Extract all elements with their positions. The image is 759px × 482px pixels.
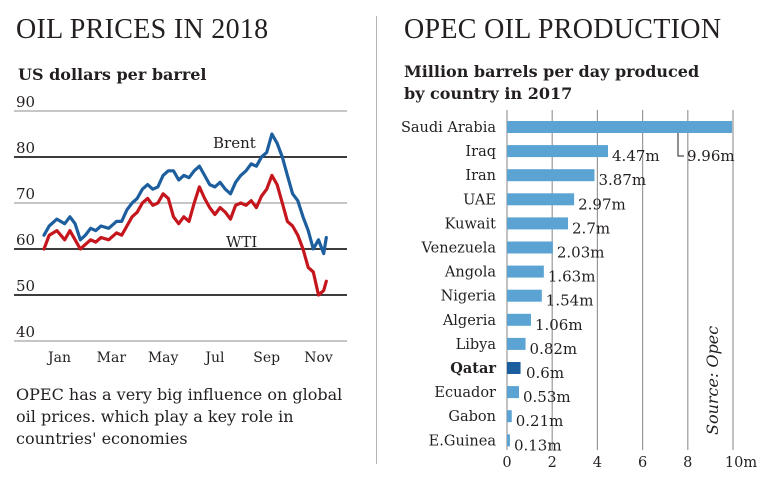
right-chart-title: OPEC OIL PRODUCTION <box>404 14 722 45</box>
data-label-iran: 3.87m <box>598 171 646 189</box>
oil-price-line-chart: 90 80 70 60 50 40 Jan Mar May Jul Sep Nov Brent WTI <box>14 93 347 366</box>
data-label-kuwait: 2.7m <box>572 219 610 237</box>
series-label-wti: WTI <box>226 233 257 251</box>
x-tick-label-0: 0 <box>502 455 511 471</box>
x-tick-label-8: 8 <box>683 455 692 471</box>
x-tick-label-may: May <box>148 350 179 366</box>
bar-gabon <box>507 410 512 423</box>
series-line-wti <box>42 173 328 297</box>
category-label-algeria: Algeria <box>442 313 497 329</box>
data-label-libya: 0.82m <box>530 340 578 358</box>
category-label-angola: Angola <box>444 265 496 281</box>
data-label-iraq: 4.47m <box>612 147 660 165</box>
y-tick-label-60: 60 <box>16 231 35 249</box>
category-label-uae: UAE <box>463 192 496 208</box>
category-label-kuwait: Kuwait <box>445 216 497 232</box>
data-label-algeria: 1.06m <box>535 316 583 334</box>
data-label-saudi-arabia: 9.96m <box>687 147 735 165</box>
category-label-qatar: Qatar <box>450 360 496 377</box>
bar-saudi-arabia <box>507 121 733 133</box>
y-tick-label-90: 90 <box>16 93 35 111</box>
category-label-ecuador: Ecuador <box>434 385 496 401</box>
source-note: Source: Opec <box>703 326 722 435</box>
category-label-iraq: Iraq <box>465 144 496 160</box>
left-chart-title: OIL PRICES IN 2018 <box>16 14 269 45</box>
bar-iran <box>507 169 595 182</box>
data-label-uae: 2.97m <box>578 195 626 213</box>
category-label-venezuela: Venezuela <box>421 241 497 257</box>
y-tick-label-70: 70 <box>16 185 35 203</box>
data-label-gabon: 0.21m <box>516 412 564 430</box>
x-tick-label-6: 6 <box>638 455 647 471</box>
series-label-brent: Brent <box>213 134 256 152</box>
data-label-leader-saudi-arabia <box>677 133 684 157</box>
bar-e-guinea <box>507 434 510 447</box>
data-label-qatar: 0.6m <box>526 364 564 382</box>
bar-kuwait <box>507 217 569 230</box>
bar-venezuela <box>507 241 553 254</box>
x-tick-label-jul: Jul <box>203 350 225 366</box>
data-label-angola: 1.63m <box>548 268 596 286</box>
bar-uae <box>507 193 575 206</box>
data-label-nigeria: 1.54m <box>546 292 594 310</box>
category-label-gabon: Gabon <box>448 409 496 425</box>
y-tick-label-80: 80 <box>16 139 35 157</box>
left-chart-subtitle: US dollars per barrel <box>18 65 207 84</box>
y-tick-label-50: 50 <box>16 277 35 295</box>
opec-production-bar-chart: Saudi Arabia 9.96m Iraq 4.47m Iran 3.87m UAE 2.… <box>401 110 757 471</box>
y-tick-label-40: 40 <box>16 323 35 341</box>
x-tick-label-10m: 10m <box>725 455 757 471</box>
category-label-nigeria: Nigeria <box>441 289 497 305</box>
left-footnote: OPEC has a very big influence on global … <box>16 385 343 448</box>
series-line-brent <box>42 132 328 256</box>
x-tick-label-sep: Sep <box>253 350 280 366</box>
right-chart-subtitle: Million barrels per day produced by coun… <box>404 62 700 103</box>
category-label-libya: Libya <box>456 337 497 353</box>
data-label-venezuela: 2.03m <box>557 244 605 262</box>
x-tick-label-4: 4 <box>593 455 602 471</box>
data-label-e-guinea: 0.13m <box>514 436 562 454</box>
x-tick-label-nov: Nov <box>304 350 333 366</box>
bar-iraq <box>507 145 609 158</box>
category-label-saudi-arabia: Saudi Arabia <box>401 120 496 136</box>
bar-libya <box>507 337 526 350</box>
category-label-e-guinea: E.Guinea <box>429 433 497 449</box>
column-divider <box>376 16 377 464</box>
data-label-ecuador: 0.53m <box>523 388 571 406</box>
x-tick-label-jan: Jan <box>46 350 71 366</box>
x-tick-label-2: 2 <box>548 455 557 471</box>
bar-nigeria <box>507 289 542 302</box>
category-label-iran: Iran <box>465 168 496 184</box>
x-tick-label-mar: Mar <box>97 350 127 366</box>
bar-algeria <box>507 313 531 326</box>
bar-angola <box>507 265 544 278</box>
bar-ecuador <box>507 386 519 399</box>
bar-qatar <box>507 362 521 374</box>
